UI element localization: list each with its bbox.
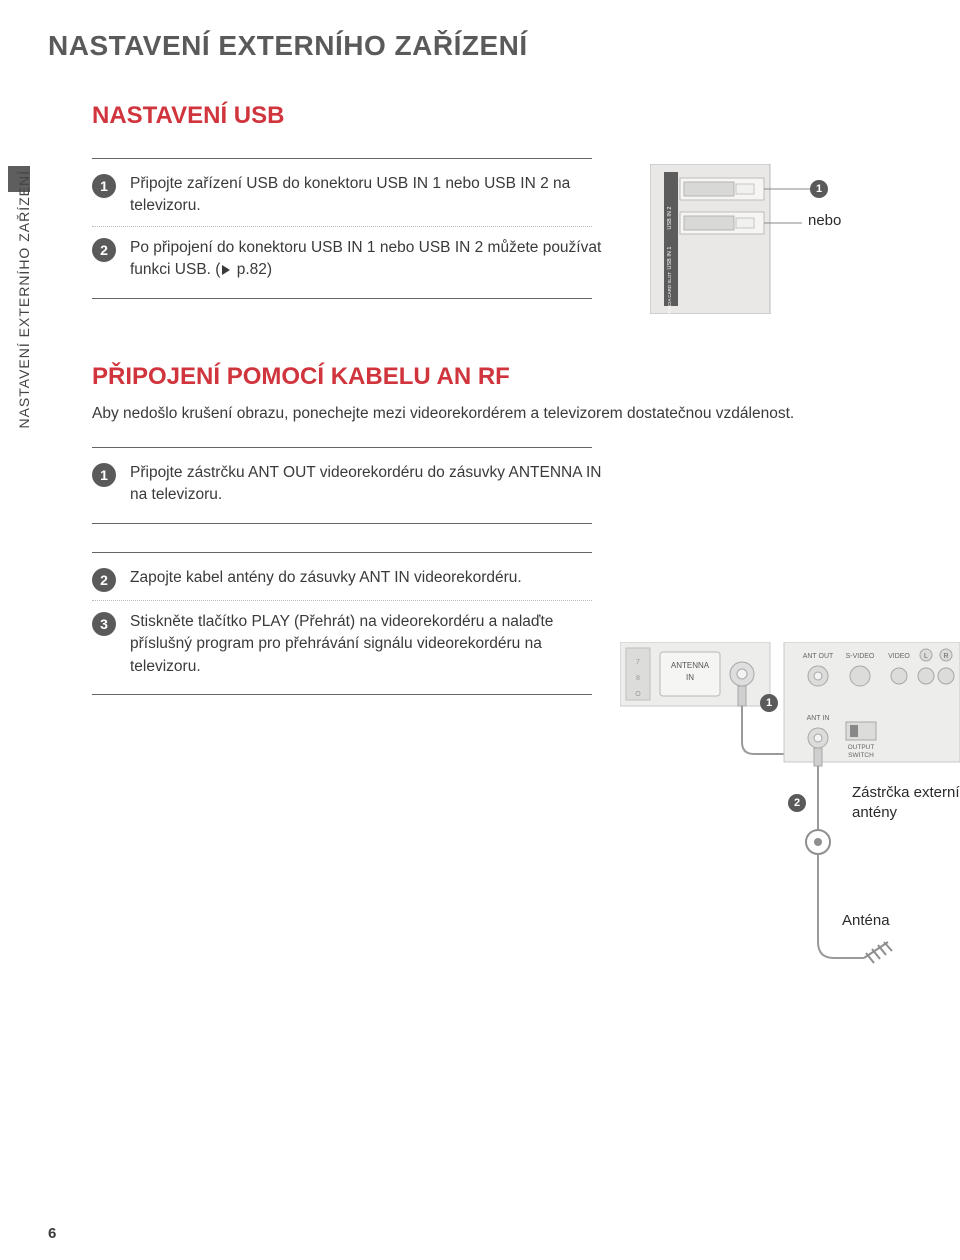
usb-step-2b: p.82): [232, 261, 272, 278]
usb-section: NASTAVENÍ USB 1 Připojte zařízení USB do…: [92, 102, 612, 299]
usb-step-1-text: Připojte zařízení USB do konektoru USB I…: [130, 173, 612, 218]
rf-badge-1: 1: [92, 463, 116, 487]
diagram-rf-ext-plug-a: Zástrčka externí: [852, 784, 960, 801]
diagram-usb-badge-1: 1: [810, 180, 828, 198]
rule-bottom: [92, 298, 592, 299]
svg-text:O: O: [635, 691, 641, 698]
rf-step-1: 1 Připojte zástrčku ANT OUT videorekordé…: [92, 462, 612, 507]
svg-text:7: 7: [636, 659, 640, 666]
rf-step1-block: 1 Připojte zástrčku ANT OUT videorekordé…: [92, 447, 612, 524]
svg-text:ANT OUT: ANT OUT: [803, 653, 834, 660]
svg-text:SWITCH: SWITCH: [848, 752, 874, 759]
usb-step-2a: Po připojení do konektoru USB IN 1 nebo …: [130, 239, 601, 278]
diagram-rf-badge-1: 1: [760, 694, 778, 712]
svg-text:L: L: [924, 653, 928, 660]
rf-section: PŘIPOJENÍ POMOCÍ KABELU AN RF Aby nedošl…: [92, 363, 612, 695]
svg-text:8: 8: [636, 675, 640, 682]
rf-step-1-text: Připojte zástrčku ANT OUT videorekordéru…: [130, 462, 612, 507]
rf-step-3-text: Stiskněte tlačítko PLAY (Přehrát) na vid…: [130, 611, 612, 678]
rf-section-intro: Aby nedošlo krušení obrazu, ponechejte m…: [92, 405, 872, 423]
svg-text:USB IN 1: USB IN 1: [667, 247, 673, 270]
usb-diagram-svg: USB IN 2 USB IN 1 PCMCIA CARD SLOT: [650, 164, 880, 314]
rf-rule-4: [92, 694, 592, 695]
svg-text:VIDEO: VIDEO: [888, 653, 910, 660]
badge-2: 2: [92, 238, 116, 262]
rf-section-title: PŘIPOJENÍ POMOCÍ KABELU AN RF: [92, 363, 612, 391]
rf-rule-3: [92, 552, 592, 553]
usb-step-2-text: Po připojení do konektoru USB IN 1 nebo …: [130, 237, 612, 282]
svg-text:R: R: [943, 653, 948, 660]
diagram-rf-badge-2: 2: [788, 794, 806, 812]
triangle-icon: [222, 265, 230, 275]
rf-step2-block: 2 Zapojte kabel antény do zásuvky ANT IN…: [92, 552, 612, 695]
rule-top: [92, 158, 592, 159]
svg-text:S-VIDEO: S-VIDEO: [846, 653, 875, 660]
svg-text:ANT IN: ANT IN: [807, 715, 830, 722]
badge-1: 1: [92, 174, 116, 198]
rf-rule-1: [92, 447, 592, 448]
usb-step-1: 1 Připojte zařízení USB do konektoru USB…: [92, 173, 612, 218]
rf-badge-3: 3: [92, 612, 116, 636]
svg-text:PCMCIA CARD SLOT: PCMCIA CARD SLOT: [667, 272, 672, 314]
svg-text:ANTENNA: ANTENNA: [671, 661, 710, 670]
rule-dotted-1: [92, 226, 592, 227]
rf-rule-dotted: [92, 600, 592, 601]
rf-rule-2: [92, 523, 592, 524]
usb-step-2: 2 Po připojení do konektoru USB IN 1 neb…: [92, 237, 612, 282]
rf-diagram-svg: 7 8 O ANTENNA IN ANT OUT S-VIDEO VIDEO L…: [620, 642, 960, 1062]
usb-section-title: NASTAVENÍ USB: [92, 102, 612, 130]
page-main-title: NASTAVENÍ EXTERNÍHO ZAŘÍZENÍ: [48, 30, 960, 62]
svg-text:OUTPUT: OUTPUT: [848, 744, 875, 751]
diagram-usb: USB IN 2 USB IN 1 PCMCIA CARD SLOT 1 neb…: [650, 164, 880, 314]
page-number: 6: [48, 1225, 56, 1242]
diagram-rf: 7 8 O ANTENNA IN ANT OUT S-VIDEO VIDEO L…: [620, 642, 960, 1062]
diagram-rf-antena-label: Anténa: [842, 912, 890, 929]
rf-step-2-text: Zapojte kabel antény do zásuvky ANT IN v…: [130, 567, 522, 589]
rf-step-3: 3 Stiskněte tlačítko PLAY (Přehrát) na v…: [92, 611, 612, 678]
diagram-usb-nebo-label: nebo: [808, 212, 841, 229]
svg-text:IN: IN: [686, 673, 694, 682]
svg-text:USB IN 2: USB IN 2: [667, 207, 673, 230]
rf-step-2: 2 Zapojte kabel antény do zásuvky ANT IN…: [92, 567, 612, 592]
sidebar-vertical-label: NASTAVENÍ EXTERNÍHO ZAŘÍZENÍ: [16, 170, 32, 429]
diagram-rf-ext-plug-b: antény: [852, 804, 897, 821]
rf-badge-2: 2: [92, 568, 116, 592]
